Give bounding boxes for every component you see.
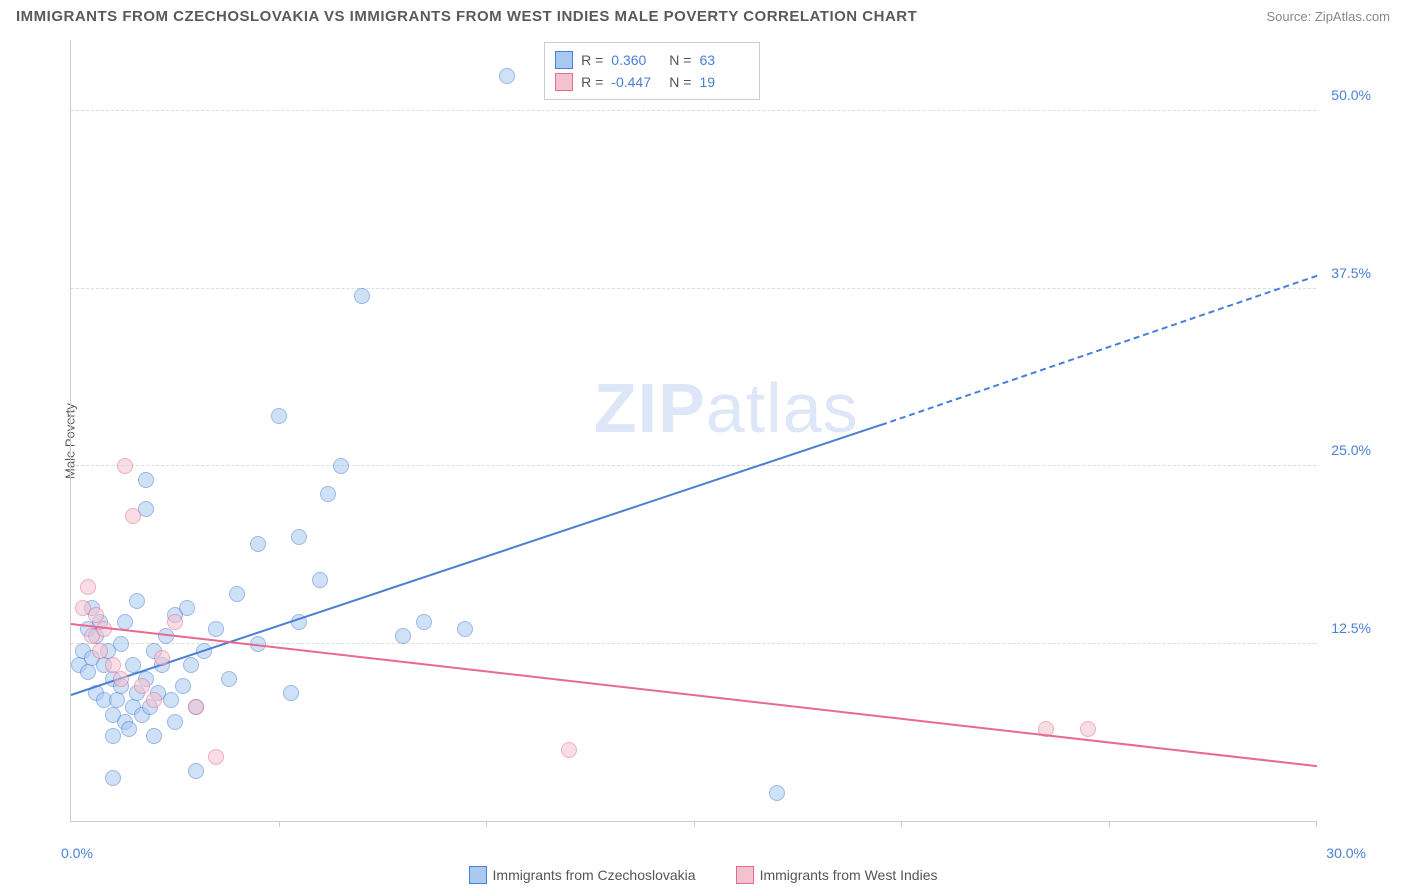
data-point: [291, 529, 307, 545]
data-point: [499, 68, 515, 84]
data-point: [561, 742, 577, 758]
gridline: [71, 465, 1316, 466]
legend-swatch-windies: [736, 866, 754, 884]
n-value: 63: [699, 52, 749, 68]
correlation-legend-row: R = -0.447 N = 19: [555, 71, 749, 93]
data-point: [221, 671, 237, 687]
data-point: [416, 614, 432, 630]
data-point: [457, 621, 473, 637]
legend-swatch-czech: [469, 866, 487, 884]
data-point: [117, 458, 133, 474]
n-label: N =: [669, 52, 691, 68]
watermark: ZIPatlas: [594, 368, 859, 448]
data-point: [167, 714, 183, 730]
x-tick-mark: [901, 821, 902, 827]
data-point: [188, 699, 204, 715]
plot-area: ZIPatlas 12.5%25.0%37.5%50.0%0.0%30.0%R …: [70, 40, 1316, 822]
data-point: [146, 728, 162, 744]
x-tick-mark: [1109, 821, 1110, 827]
source-attribution: Source: ZipAtlas.com: [1266, 9, 1390, 24]
legend-swatch: [555, 73, 573, 91]
legend-label-windies: Immigrants from West Indies: [760, 867, 938, 883]
y-tick-label: 25.0%: [1331, 442, 1371, 458]
x-tick-mark: [694, 821, 695, 827]
data-point: [105, 770, 121, 786]
data-point: [129, 593, 145, 609]
data-point: [320, 486, 336, 502]
data-point: [175, 678, 191, 694]
data-point: [271, 408, 287, 424]
data-point: [395, 628, 411, 644]
data-point: [109, 692, 125, 708]
x-tick-mark: [486, 821, 487, 827]
data-point: [333, 458, 349, 474]
n-label: N =: [669, 74, 691, 90]
gridline: [71, 110, 1316, 111]
x-tick-mark: [1316, 821, 1317, 827]
data-point: [283, 685, 299, 701]
data-point: [179, 600, 195, 616]
chart-title: IMMIGRANTS FROM CZECHOSLOVAKIA VS IMMIGR…: [16, 8, 917, 25]
data-point: [208, 749, 224, 765]
data-point: [154, 650, 170, 666]
y-tick-label: 50.0%: [1331, 87, 1371, 103]
legend-label-czech: Immigrants from Czechoslovakia: [493, 867, 696, 883]
gridline: [71, 288, 1316, 289]
r-value: 0.360: [611, 52, 661, 68]
y-tick-label: 12.5%: [1331, 620, 1371, 636]
data-point: [163, 692, 179, 708]
legend-swatch: [555, 51, 573, 69]
r-label: R =: [581, 74, 603, 90]
legend-item-windies: Immigrants from West Indies: [736, 866, 938, 884]
data-point: [92, 643, 108, 659]
data-point: [1080, 721, 1096, 737]
bottom-legend: Immigrants from Czechoslovakia Immigrant…: [0, 866, 1406, 884]
x-tick-mark: [279, 821, 280, 827]
y-tick-label: 37.5%: [1331, 265, 1371, 281]
legend-item-czech: Immigrants from Czechoslovakia: [469, 866, 696, 884]
trend-line: [71, 623, 1317, 767]
data-point: [146, 692, 162, 708]
r-label: R =: [581, 52, 603, 68]
data-point: [121, 721, 137, 737]
data-point: [113, 636, 129, 652]
data-point: [769, 785, 785, 801]
r-value: -0.447: [611, 74, 661, 90]
data-point: [113, 671, 129, 687]
trend-line-dash: [881, 275, 1318, 426]
data-point: [125, 508, 141, 524]
data-point: [80, 664, 96, 680]
data-point: [312, 572, 328, 588]
x-tick-label: 30.0%: [1326, 845, 1366, 861]
data-point: [354, 288, 370, 304]
data-point: [250, 536, 266, 552]
data-point: [138, 472, 154, 488]
data-point: [105, 728, 121, 744]
chart-container: Male Poverty ZIPatlas 12.5%25.0%37.5%50.…: [50, 40, 1376, 842]
data-point: [80, 579, 96, 595]
n-value: 19: [699, 74, 749, 90]
data-point: [208, 621, 224, 637]
x-tick-label: 0.0%: [61, 845, 93, 861]
correlation-legend: R = 0.360 N = 63 R = -0.447 N = 19: [544, 42, 760, 100]
data-point: [167, 614, 183, 630]
data-point: [188, 763, 204, 779]
data-point: [183, 657, 199, 673]
data-point: [134, 678, 150, 694]
correlation-legend-row: R = 0.360 N = 63: [555, 49, 749, 71]
data-point: [229, 586, 245, 602]
